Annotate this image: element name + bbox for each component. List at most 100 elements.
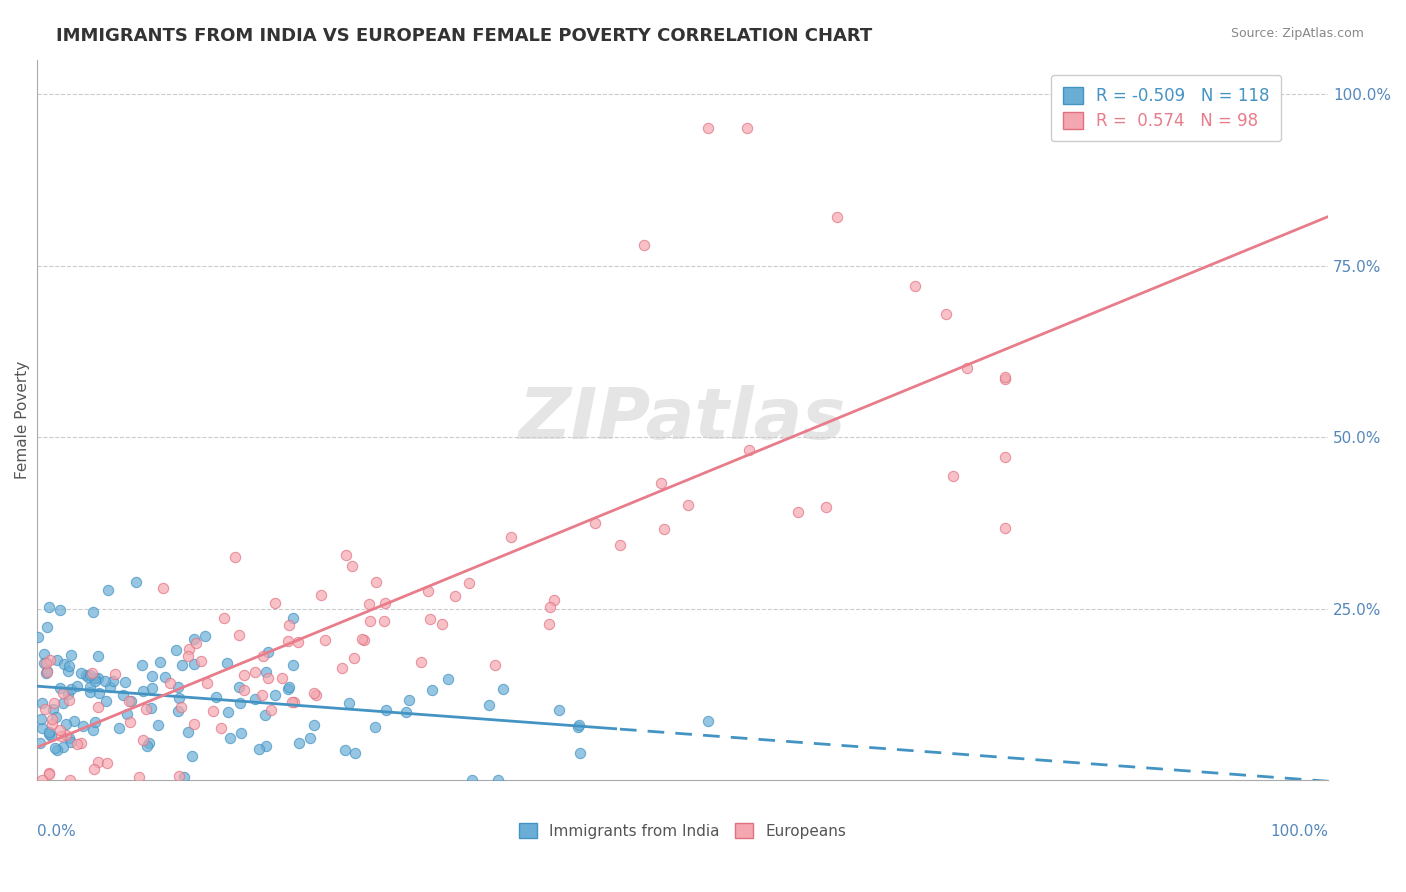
Point xyxy=(103,674,125,689)
Point xyxy=(49,602,72,616)
Point xyxy=(374,703,396,717)
Point xyxy=(183,717,205,731)
Point xyxy=(34,657,56,671)
Point xyxy=(37,620,59,634)
Point xyxy=(352,632,374,647)
Point xyxy=(120,694,142,708)
Point xyxy=(787,505,810,519)
Point xyxy=(942,468,965,483)
Point xyxy=(167,769,190,783)
Point xyxy=(177,641,200,656)
Point xyxy=(484,658,506,673)
Point xyxy=(153,669,176,683)
Point xyxy=(89,686,111,700)
Point xyxy=(738,443,761,458)
Point xyxy=(183,632,205,647)
Point xyxy=(994,521,1017,535)
Text: Source: ZipAtlas.com: Source: ZipAtlas.com xyxy=(1230,27,1364,40)
Point xyxy=(815,500,838,515)
Point xyxy=(132,733,155,747)
Point xyxy=(209,721,232,735)
Point xyxy=(904,279,927,293)
Point xyxy=(118,714,141,729)
Point xyxy=(60,648,83,662)
Point xyxy=(70,665,93,680)
Point xyxy=(257,645,280,659)
Point xyxy=(219,731,242,745)
Point xyxy=(66,737,89,751)
Point xyxy=(277,681,299,696)
Point xyxy=(55,717,77,731)
Point xyxy=(165,643,187,657)
Point xyxy=(357,597,380,611)
Point xyxy=(55,728,77,742)
Point xyxy=(167,680,190,694)
Point xyxy=(250,689,273,703)
Point xyxy=(87,648,110,663)
Point xyxy=(247,742,270,756)
Point xyxy=(419,612,441,626)
Point xyxy=(501,530,523,544)
Point xyxy=(58,693,80,707)
Point xyxy=(59,773,82,788)
Point xyxy=(212,611,235,625)
Point xyxy=(87,755,110,769)
Point xyxy=(281,611,304,625)
Point xyxy=(56,687,79,701)
Point xyxy=(697,121,720,136)
Point xyxy=(30,736,52,750)
Point xyxy=(44,741,66,756)
Point xyxy=(430,616,453,631)
Point xyxy=(302,685,325,699)
Point xyxy=(217,705,239,719)
Point xyxy=(609,538,631,552)
Point xyxy=(340,558,363,573)
Point xyxy=(34,647,56,661)
Point xyxy=(46,743,69,757)
Point xyxy=(53,657,76,671)
Point xyxy=(264,596,287,610)
Point xyxy=(114,675,136,690)
Point xyxy=(374,596,396,610)
Point xyxy=(39,730,62,744)
Point xyxy=(112,689,135,703)
Point xyxy=(264,688,287,702)
Point xyxy=(38,727,60,741)
Point xyxy=(543,592,565,607)
Point xyxy=(77,670,100,684)
Point xyxy=(537,617,560,632)
Point xyxy=(228,628,250,642)
Point xyxy=(254,739,277,754)
Point xyxy=(299,731,322,746)
Point xyxy=(194,630,217,644)
Point xyxy=(478,698,501,712)
Point xyxy=(39,653,62,667)
Point xyxy=(492,681,515,696)
Point xyxy=(343,651,366,665)
Point xyxy=(183,657,205,671)
Point xyxy=(45,653,67,667)
Point xyxy=(31,722,53,736)
Point xyxy=(132,684,155,698)
Point xyxy=(35,665,58,680)
Point xyxy=(131,657,153,672)
Point xyxy=(416,584,439,599)
Point xyxy=(52,686,75,700)
Point xyxy=(364,575,387,590)
Point xyxy=(444,589,467,603)
Point xyxy=(94,694,117,708)
Point xyxy=(359,614,381,628)
Point xyxy=(697,714,720,729)
Point xyxy=(398,693,420,707)
Point xyxy=(38,725,60,739)
Point xyxy=(252,648,274,663)
Point xyxy=(395,706,418,720)
Point xyxy=(82,605,104,619)
Point xyxy=(52,696,75,710)
Point xyxy=(486,773,509,788)
Text: IMMIGRANTS FROM INDIA VS EUROPEAN FEMALE POVERTY CORRELATION CHART: IMMIGRANTS FROM INDIA VS EUROPEAN FEMALE… xyxy=(56,27,873,45)
Point xyxy=(63,714,86,728)
Point xyxy=(38,600,60,615)
Point xyxy=(83,762,105,776)
Point xyxy=(538,599,561,614)
